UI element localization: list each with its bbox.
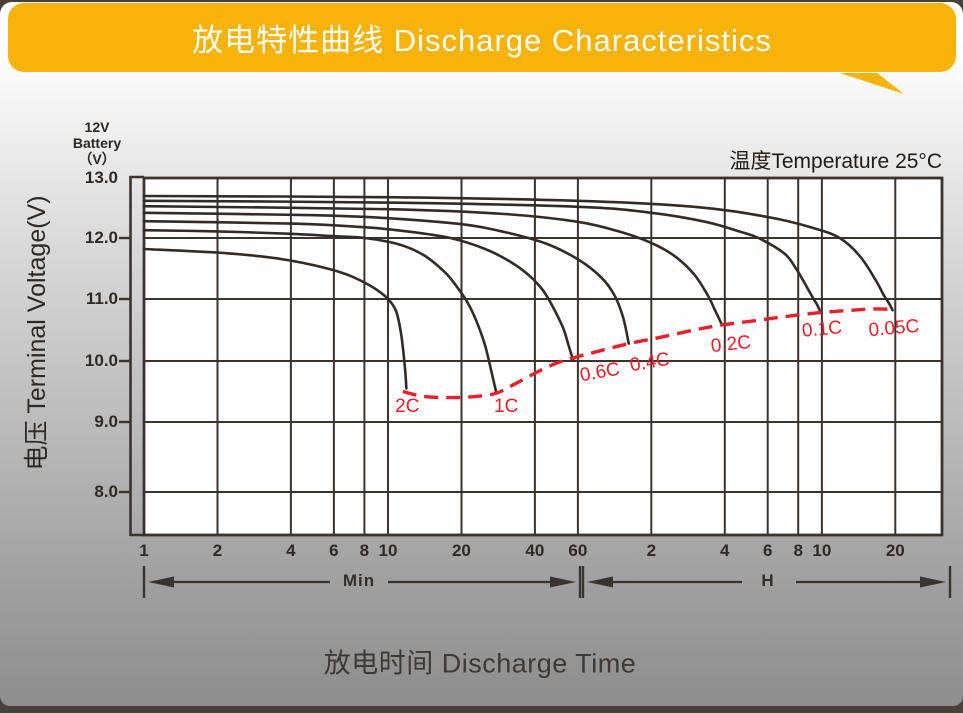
y-tick-12.0: 12.0 [84, 228, 118, 247]
x-tick-10h: 10 [812, 541, 832, 560]
battery-unit-label: 12V Battery （V） [73, 119, 121, 167]
min-range-label: Min [342, 571, 376, 590]
page-title: 放电特性曲线 Discharge Characteristics [192, 23, 772, 58]
hour-range-label: H [761, 571, 775, 590]
series-label-2C: 2C [395, 395, 420, 417]
x-tick-6min: 6 [329, 541, 339, 560]
series-label-0.05C: 0.05C [868, 315, 921, 341]
x-tick-20h: 20 [885, 541, 905, 560]
y-tick-10.0: 10.0 [84, 351, 118, 370]
x-tick-2min: 2 [212, 541, 223, 560]
y-tick-11.0: 11.0 [85, 289, 118, 308]
x-tick-6h: 6 [763, 541, 773, 560]
x-tick-8h: 8 [793, 541, 803, 560]
x-tick-40min: 40 [525, 541, 545, 560]
x-tick-4h: 4 [720, 541, 730, 560]
title-banner: 放电特性曲线 Discharge Characteristics [8, 3, 956, 94]
y-tick-13.0: 13.0 [84, 168, 118, 187]
y-tick-9.0: 9.0 [94, 412, 118, 431]
series-label-0.2C: 0.2C [710, 331, 753, 357]
x-tick-60min: 60 [568, 541, 588, 560]
x-tick-1min: 1 [139, 541, 149, 560]
series-label-1C: 1C [494, 395, 519, 417]
x-tick-10min: 10 [378, 541, 398, 560]
x-axis-title: 放电时间 Discharge Time [323, 648, 637, 679]
x-tick-4min: 4 [286, 541, 296, 560]
x-tick-8min: 8 [359, 541, 370, 560]
y-axis-title: 电压 Terminal Voltage(V) [23, 195, 51, 471]
series-label-0.1C: 0.1C [800, 317, 843, 342]
y-tick-8.0: 8.0 [94, 482, 118, 501]
temperature-label: 温度Temperature 25°C [729, 150, 942, 173]
battery-unit-line-3: （V） [78, 151, 116, 167]
battery-unit-line-1: 12V [84, 119, 110, 135]
x-tick-2h: 2 [646, 541, 657, 560]
battery-unit-line-2: Battery [72, 135, 122, 151]
x-tick-20min: 20 [451, 541, 471, 560]
